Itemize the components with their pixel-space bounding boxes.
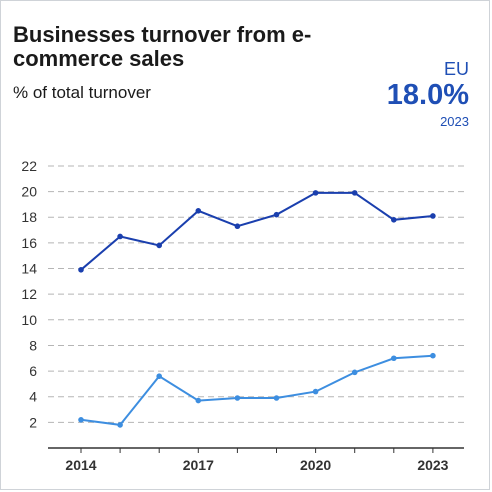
y-tick-label: 2 bbox=[29, 414, 37, 430]
x-tick-label: 2014 bbox=[65, 457, 96, 473]
x-tick-label: 2020 bbox=[300, 457, 331, 473]
data-point[interactable] bbox=[351, 190, 358, 196]
series-line-1 bbox=[80, 191, 433, 271]
data-point[interactable] bbox=[351, 369, 358, 376]
data-point[interactable] bbox=[78, 267, 84, 273]
y-tick-label: 18 bbox=[21, 209, 37, 225]
chart-subtitle: % of total turnover bbox=[13, 83, 151, 102]
data-point[interactable] bbox=[78, 416, 84, 423]
data-point[interactable] bbox=[195, 208, 202, 214]
x-tick-label: 2017 bbox=[183, 457, 214, 473]
data-point[interactable] bbox=[273, 211, 280, 218]
chart-title: Businesses turnover from e-commerce sale… bbox=[13, 22, 312, 71]
y-tick-label: 8 bbox=[29, 337, 37, 353]
y-tick-label: 10 bbox=[21, 312, 37, 328]
data-point[interactable] bbox=[195, 397, 202, 404]
y-tick-label: 12 bbox=[21, 286, 37, 302]
data-point[interactable] bbox=[391, 217, 397, 223]
data-point[interactable] bbox=[156, 242, 162, 249]
data-point[interactable] bbox=[117, 422, 123, 428]
data-point[interactable] bbox=[391, 355, 397, 362]
data-point[interactable] bbox=[430, 352, 436, 359]
x-tick-label: 2023 bbox=[417, 457, 448, 473]
y-tick-label: 20 bbox=[21, 184, 37, 200]
y-tick-label: 16 bbox=[21, 235, 37, 251]
data-point[interactable] bbox=[312, 388, 319, 395]
series-line-2 bbox=[80, 354, 433, 426]
data-point[interactable] bbox=[117, 233, 123, 240]
data-point[interactable] bbox=[156, 373, 162, 380]
y-tick-label: 6 bbox=[29, 363, 37, 379]
data-point[interactable] bbox=[234, 223, 241, 230]
data-point[interactable] bbox=[312, 190, 319, 196]
data-point[interactable] bbox=[234, 395, 241, 401]
kpi-region-label: EU bbox=[443, 59, 469, 79]
kpi-value: 18.0% bbox=[386, 79, 469, 111]
y-tick-label: 4 bbox=[29, 389, 37, 405]
y-tick-label: 22 bbox=[21, 158, 37, 174]
y-tick-label: 14 bbox=[21, 261, 37, 277]
data-point[interactable] bbox=[273, 395, 280, 401]
data-point[interactable] bbox=[430, 213, 436, 219]
kpi-year: 2023 bbox=[440, 114, 469, 129]
